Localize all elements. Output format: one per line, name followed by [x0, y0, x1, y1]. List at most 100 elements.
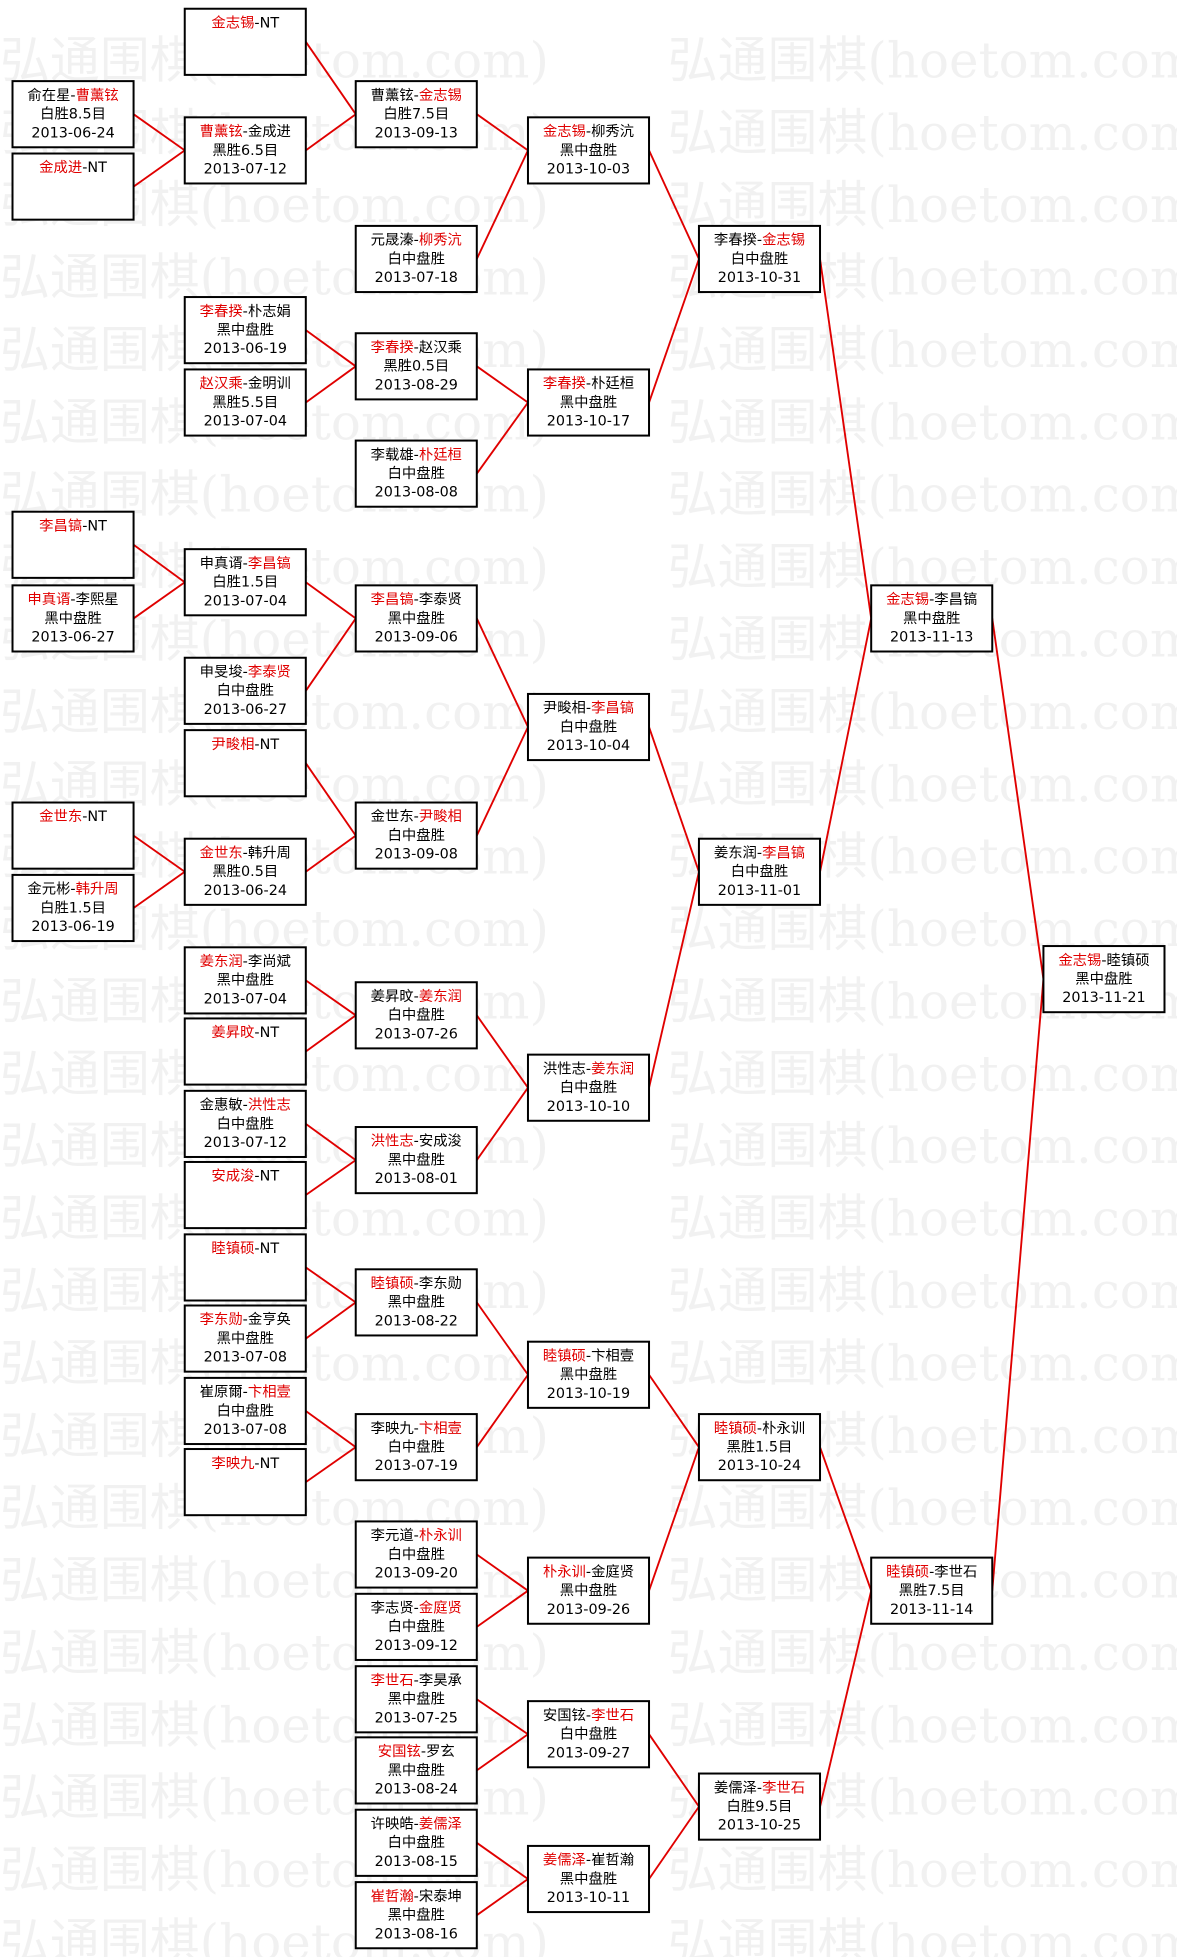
- player: 金庭贤: [419, 1600, 462, 1617]
- watermark: 弘通围棋(hoetom.com): [668, 31, 1177, 89]
- result: 黑中盘胜: [388, 609, 445, 627]
- player: 金成进: [248, 123, 291, 140]
- separator: -: [414, 233, 419, 249]
- date: 2013-09-12: [375, 1638, 458, 1654]
- player: 李春揆: [200, 303, 243, 320]
- box: [354, 1413, 478, 1482]
- separator: -: [586, 1853, 591, 1869]
- player: 李昊承: [419, 1672, 462, 1689]
- separator: -: [757, 845, 762, 861]
- separator: -: [414, 1421, 419, 1437]
- player: 金志锡: [1058, 952, 1101, 969]
- separator: -: [1101, 953, 1106, 969]
- separator: -: [243, 1312, 248, 1328]
- box: [354, 439, 478, 508]
- connector: [648, 1733, 700, 1808]
- watermark: 弘通围棋(hoetom.com): [668, 393, 1177, 451]
- player: 洪性志: [248, 1097, 291, 1114]
- player: 宋泰坤: [419, 1888, 462, 1905]
- players: 李志贤-金庭贤: [371, 1600, 462, 1617]
- players: 李映九-NT: [211, 1455, 279, 1472]
- date: 2013-06-24: [204, 883, 287, 899]
- player: 李东勋: [200, 1311, 243, 1328]
- player: 卞相壹: [419, 1420, 462, 1437]
- box: [354, 1126, 478, 1195]
- connector: [476, 365, 529, 404]
- separator: -: [254, 15, 259, 31]
- player: 柳秀沆: [591, 123, 634, 140]
- date: 2013-09-20: [375, 1566, 458, 1582]
- connector: [305, 979, 357, 1017]
- box: [526, 692, 651, 762]
- separator: -: [82, 160, 87, 176]
- players: 睦镇硕-朴永训: [714, 1420, 805, 1437]
- connector-layer: [133, 41, 1045, 1916]
- box: [183, 837, 307, 906]
- result: 白胜8.5目: [40, 106, 106, 123]
- separator: -: [70, 88, 75, 104]
- separator: -: [421, 1744, 426, 1760]
- players: 李春揆-金志锡: [714, 232, 805, 249]
- result: 白中盘胜: [217, 681, 274, 699]
- result: 白中盘胜: [560, 717, 617, 735]
- player: 安国铉: [378, 1743, 421, 1760]
- player: 尹畯相: [543, 700, 586, 717]
- player: 姜儒泽: [714, 1779, 757, 1796]
- date: 2013-10-10: [547, 1099, 630, 1115]
- watermark: 弘通围棋(hoetom.com): [668, 1624, 1177, 1682]
- result: 黑中盘胜: [217, 320, 274, 338]
- result: 白中盘胜: [560, 1078, 617, 1096]
- player: 姜昇旼: [211, 1024, 254, 1041]
- player: 李尚斌: [248, 953, 291, 970]
- result: 白中盘胜: [388, 249, 445, 267]
- separator: -: [243, 1098, 248, 1114]
- separator: -: [254, 1241, 259, 1257]
- box: [354, 1520, 478, 1589]
- separator: -: [414, 989, 419, 1005]
- box: [11, 152, 135, 221]
- player: 赵汉乘: [419, 339, 462, 356]
- player: 李志贤: [371, 1600, 414, 1617]
- player: 李元道: [371, 1527, 414, 1544]
- box: [183, 116, 307, 185]
- result: 白中盘胜: [388, 1833, 445, 1851]
- box: [183, 1089, 307, 1158]
- box: [870, 1556, 994, 1625]
- player: 金志锡: [543, 123, 586, 140]
- player: 洪性志: [543, 1060, 586, 1077]
- result: 白中盘胜: [388, 1006, 445, 1024]
- player: 金惠敏: [200, 1097, 243, 1114]
- match-box: 安成浚-NT: [183, 1160, 307, 1230]
- date: 2013-07-04: [204, 593, 287, 609]
- player: 李昌镐: [39, 517, 82, 534]
- match-box: 金志锡-NT: [183, 7, 307, 76]
- players: 金元彬-韩升周: [27, 881, 118, 898]
- player: 李春揆: [371, 339, 414, 356]
- watermark: 弘通围棋(hoetom.com): [668, 321, 1177, 379]
- connector: [648, 1806, 700, 1880]
- connector: [476, 1733, 529, 1772]
- players: 尹畯相-李昌镐: [543, 700, 634, 717]
- connector: [305, 1266, 357, 1304]
- players: 睦镇硕-卞相壹: [543, 1347, 634, 1364]
- players: 金世东-韩升周: [200, 844, 291, 861]
- box: [354, 1592, 478, 1661]
- box: [354, 224, 478, 294]
- separator: -: [414, 1601, 419, 1617]
- result: 白中盘胜: [388, 826, 445, 844]
- players: 元晟溱-柳秀沆: [371, 232, 462, 249]
- player: 金庭贤: [591, 1563, 634, 1580]
- players: 朴永训-金庭贤: [543, 1563, 634, 1580]
- player: 李熙星: [76, 591, 119, 608]
